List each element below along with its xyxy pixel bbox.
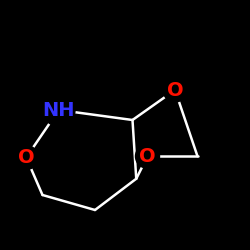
Text: O: O (167, 80, 183, 100)
Circle shape (136, 144, 160, 168)
Circle shape (42, 94, 75, 126)
Text: NH: NH (42, 100, 75, 119)
Circle shape (163, 78, 187, 102)
Text: O: O (139, 147, 156, 166)
Circle shape (14, 146, 38, 170)
Text: O: O (18, 148, 34, 167)
